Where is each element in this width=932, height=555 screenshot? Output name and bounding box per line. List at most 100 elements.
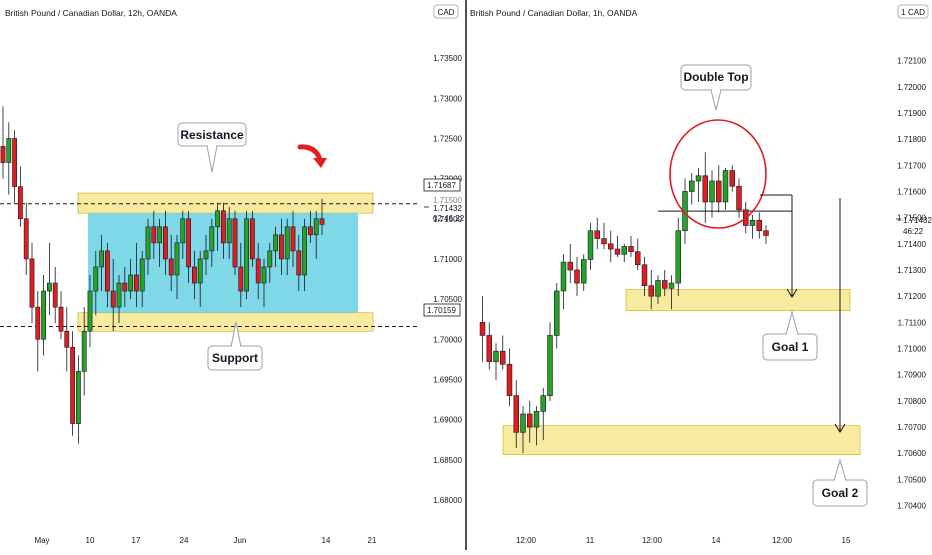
right-candle-body [702, 175, 708, 203]
left-candle-body [215, 210, 220, 228]
right-y-tick-label: 1.71000 [897, 345, 926, 354]
right-currency-badge[interactable] [897, 4, 929, 19]
right-chart-panel[interactable]: British Pound / Canadian Dollar, 1h, OAN… [470, 4, 932, 545]
left-candle-body [18, 186, 23, 220]
goal1-callout[interactable]: Goal 1 [762, 310, 818, 361]
right-candle [628, 235, 634, 257]
right-candle [574, 256, 580, 297]
left-candle [308, 210, 313, 243]
right-y-tick-label: 1.71400 [897, 240, 926, 249]
right-x-tick-label: 14 [712, 536, 721, 545]
left-x-tick-label: 24 [180, 536, 189, 545]
right-y-axis: 1.72100 1.72000 1.71900 1.71800 1.71700 1.716… [897, 57, 926, 511]
right-candle-body [601, 238, 607, 245]
left-candle [232, 210, 238, 275]
right-candle [716, 165, 722, 213]
left-candle [93, 250, 99, 316]
right-candle-body [628, 246, 634, 252]
left-candle [70, 331, 75, 436]
right-candle-body [729, 170, 735, 187]
right-candle [641, 256, 648, 297]
left-candles-layer [0, 106, 325, 444]
left-candle-body [308, 226, 313, 236]
left-candle [122, 266, 128, 308]
right-candle [567, 243, 573, 284]
double-top-callout[interactable]: Double Top [680, 64, 752, 111]
left-candle [134, 242, 139, 308]
support-label: Support [212, 351, 258, 365]
left-current-price-value: 1.71432 [433, 204, 462, 213]
right-y-tick-label: 1.72100 [897, 57, 926, 66]
right-candle [763, 225, 769, 244]
support-callout[interactable]: Support [207, 321, 263, 371]
right-candle [486, 322, 492, 370]
left-candle [290, 210, 296, 267]
left-candle-body [273, 234, 278, 252]
support-price-value: 1.70159 [427, 306, 456, 315]
right-candle [655, 275, 661, 305]
left-candle [0, 106, 6, 179]
left-candle-body [70, 346, 75, 424]
left-currency-badge[interactable] [433, 4, 459, 19]
right-candle [527, 400, 533, 443]
right-candle-body [621, 246, 627, 255]
right-zones-layer [502, 289, 861, 455]
resistance-label: Resistance [180, 128, 244, 142]
left-candle-body [290, 226, 296, 252]
left-candle-body [186, 218, 191, 268]
right-y-tick-label: 1.70700 [897, 423, 926, 432]
left-candle [197, 250, 203, 308]
left-y-tick-label: 1.70000 [433, 335, 462, 344]
right-candle-body [486, 335, 492, 362]
right-candle-body [547, 335, 553, 396]
left-candle-body [151, 226, 157, 244]
left-chart-panel[interactable]: British Pound / Canadian Dollar, 12h, OA… [0, 0, 465, 550]
resistance-callout[interactable]: Resistance [177, 122, 247, 173]
left-candle [302, 218, 307, 292]
left-candle [139, 250, 145, 308]
left-candle [157, 218, 162, 267]
left-candle [313, 210, 319, 259]
right-y-tick-label: 1.72000 [897, 83, 926, 92]
left-candle [296, 234, 302, 292]
left-y-tick-label: 1.71000 [433, 255, 462, 264]
left-candle [6, 122, 12, 195]
right-candle-body [574, 269, 580, 284]
left-candle-body [6, 138, 12, 163]
left-candle-body [81, 330, 87, 372]
left-candle [87, 275, 93, 348]
right-x-axis: 12:00 11 12:00 14 12:00 15 [516, 536, 851, 545]
support-zone [77, 312, 374, 332]
resistance-zone [77, 192, 374, 214]
left-candle [12, 130, 17, 203]
left-candle-body [302, 226, 307, 276]
right-candle-body [635, 251, 641, 266]
right-y-tick-label: 1.71500 [897, 214, 926, 223]
left-x-tick-label: 14 [322, 536, 331, 545]
goal1-projection-arrow [760, 194, 798, 298]
left-y-tick-label: 1.69500 [433, 375, 462, 384]
right-x-tick-label: 11 [586, 536, 595, 545]
goal2-callout[interactable]: Goal 2 [812, 458, 868, 507]
right-candle-body [709, 180, 715, 203]
left-price-labels: 1.71687 1.71500 1.71432 02:46:22 1.70159 [423, 178, 465, 317]
left-candle-body [145, 226, 151, 260]
right-y-tick-label: 1.71900 [897, 109, 926, 118]
left-candle-body [174, 242, 180, 276]
left-candle [215, 202, 220, 251]
right-candle-body [749, 219, 756, 226]
right-candle-body [641, 264, 648, 287]
left-candle-body [87, 290, 93, 332]
left-countdown-value: 02:46:22 [433, 214, 465, 223]
left-candle-body [64, 330, 70, 348]
left-candle-body [209, 226, 215, 252]
left-x-tick-label: Jun [234, 536, 247, 545]
left-candle [226, 206, 232, 259]
left-candle-body [122, 282, 128, 292]
left-y-tick-label: 1.72500 [433, 134, 462, 143]
right-y-tick-label: 1.71200 [897, 292, 926, 301]
left-candle [64, 307, 70, 372]
left-x-tick-label: 21 [368, 536, 377, 545]
left-y-tick-label: 1.73500 [433, 54, 462, 63]
